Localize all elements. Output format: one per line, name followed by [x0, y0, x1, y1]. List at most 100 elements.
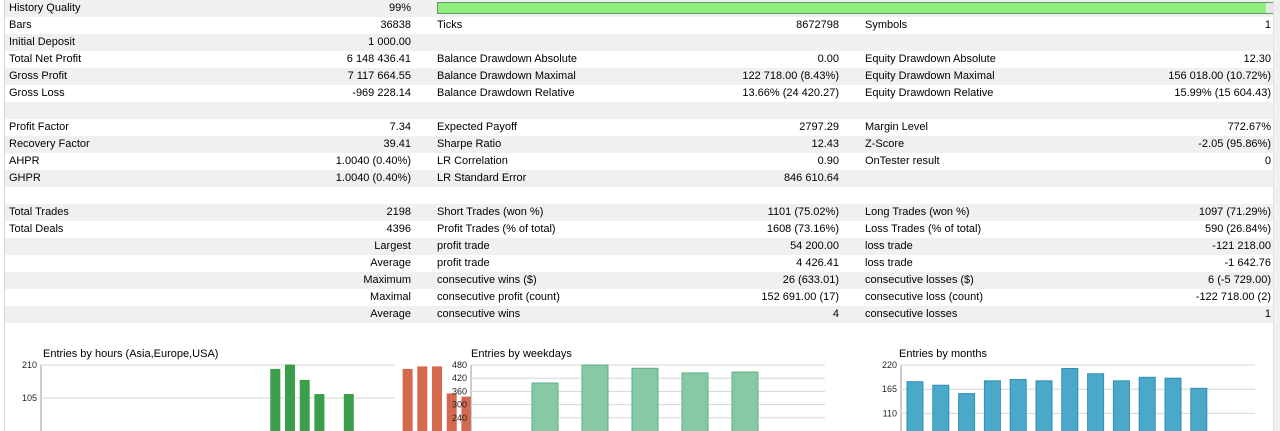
col3-label: consecutive losses — [865, 308, 958, 320]
col3-label: Equity Drawdown Absolute — [865, 53, 996, 65]
col3-value: 1097 (71.29%) — [1198, 206, 1271, 218]
col3-label: Equity Drawdown Relative — [865, 87, 994, 99]
history-quality-bar-fill — [438, 3, 1266, 13]
col1-label — [9, 255, 209, 272]
report-table: History Quality 99% Bars 36838 Ticks 867279… — [4, 0, 1275, 431]
bar — [906, 381, 924, 431]
col3-value: 156 018.00 (10.72%) — [1168, 70, 1271, 82]
stats-row: Total Deals 4396 Profit Trades (% of total… — [5, 221, 1275, 238]
stats-row: Profit Factor 7.34 Expected Payoff 2797.29 M… — [5, 119, 1275, 136]
col3-value: 6 (-5 729.00) — [1208, 274, 1271, 286]
col2-value: 122 718.00 (8.43%) — [742, 70, 839, 82]
col1-label: Recovery Factor — [9, 138, 90, 150]
col3-label: loss trade — [865, 257, 913, 269]
col2-value: 152 691.00 (17) — [761, 291, 839, 303]
chart-title: Entries by months — [899, 348, 988, 360]
col3-label: Equity Drawdown Maximal — [865, 70, 995, 82]
col3-value — [1005, 34, 1271, 51]
chart-plot: 480 420 360 300 240 — [452, 360, 825, 431]
col2-label: consecutive wins ($) — [437, 274, 537, 286]
stats-row: Recovery Factor 39.41 Sharpe Ratio 12.43 Z-S… — [5, 136, 1275, 153]
y-tick-label: 210 — [22, 360, 37, 370]
bar — [1190, 387, 1208, 431]
history-quality-row: History Quality 99% — [5, 0, 1275, 17]
vertical-scrollbar[interactable] — [1273, 0, 1280, 431]
col3-label: consecutive loss (count) — [865, 291, 983, 303]
col1-value: Average — [370, 257, 411, 269]
col1-label: Bars — [9, 19, 32, 31]
col1-value: Maximal — [370, 291, 411, 303]
chart-title: Entries by weekdays — [471, 348, 572, 360]
stats-row: Total Trades 2198 Short Trades (won %) 1101… — [5, 204, 1275, 221]
stats-row: Total Net Profit 6 148 436.41 Balance Draw… — [5, 51, 1275, 68]
col2-label: Short Trades (won %) — [437, 206, 544, 218]
col2-value: 0.00 — [817, 53, 839, 65]
bar — [1164, 377, 1182, 431]
col2-label: Balance Drawdown Absolute — [437, 53, 578, 65]
col2-label: profit trade — [437, 240, 490, 252]
col1-label: Total Deals — [9, 223, 64, 235]
col3-label: Symbols — [865, 19, 908, 31]
history-quality-bar — [437, 2, 1275, 14]
bar — [417, 366, 428, 431]
col2-value: 4 426.41 — [796, 257, 839, 269]
y-tick-label: 220 — [882, 360, 897, 370]
col2-label: Expected Payoff — [437, 121, 517, 133]
col1-label — [9, 289, 209, 306]
bar — [343, 394, 354, 431]
stats-row — [5, 102, 1275, 119]
col1-label: Profit Factor — [9, 121, 69, 133]
col3-value: 15.99% (15 604.43) — [1174, 87, 1271, 99]
col1-value: Maximum — [363, 274, 411, 286]
stats-row: AHPR 1.0040 (0.40%) LR Correlation 0.90 OnTe… — [5, 153, 1275, 170]
col1-label: Gross Profit — [9, 70, 68, 82]
col2-value: 2797.29 — [799, 121, 839, 133]
bar — [299, 379, 310, 431]
col1-value: -969 228.14 — [352, 87, 411, 99]
stats-row: Gross Loss -969 228.14 Balance Drawdown Re… — [5, 85, 1275, 102]
col1-label — [9, 272, 209, 289]
col2-label: Sharpe Ratio — [437, 138, 502, 150]
bar — [1138, 376, 1156, 431]
col1-label: Total Trades — [9, 206, 69, 218]
stats-row — [5, 187, 1275, 204]
col2-value: 4 — [832, 308, 839, 320]
col1-value: 39.41 — [383, 138, 411, 150]
bar — [432, 366, 442, 431]
col3-value: -1 642.76 — [1224, 257, 1271, 269]
bar — [531, 382, 559, 431]
col1-value: Average — [370, 308, 411, 320]
bar — [1009, 379, 1027, 431]
col3-value: 1 — [1264, 19, 1271, 31]
bar — [1061, 368, 1079, 431]
col3-value: -121 218.00 — [1212, 240, 1271, 252]
col2-value: 0.90 — [817, 155, 839, 167]
y-tick-label: 420 — [452, 373, 467, 383]
col3-value — [1005, 187, 1271, 204]
col1-value: 1 000.00 — [368, 36, 411, 48]
col2-label: LR Correlation — [437, 155, 508, 167]
bar — [446, 393, 457, 431]
col3-value: 0 — [1264, 155, 1271, 167]
stats-row: Maximal consecutive profit (count) 152 691… — [5, 289, 1275, 306]
col3-value: 590 (26.84%) — [1204, 223, 1271, 235]
y-tick-label: 240 — [452, 413, 467, 423]
col1-value: 7 117 664.55 — [347, 70, 411, 82]
col1-label: AHPR — [9, 155, 40, 167]
bar — [1035, 380, 1053, 431]
col2-value — [605, 102, 839, 119]
col1-value: 1.0040 (0.40%) — [335, 155, 411, 167]
col1-value: 2198 — [386, 206, 411, 218]
col1-label: GHPR — [9, 172, 41, 184]
col1-value: 4396 — [386, 223, 411, 235]
col1-label: Gross Loss — [9, 87, 65, 99]
stats-row: Bars 36838 Ticks 8672798 Symbols 1 — [5, 17, 1275, 34]
col1-value — [205, 187, 411, 204]
stats-row: Average profit trade 4 426.41 loss trade -1 … — [5, 255, 1275, 272]
y-tick-label: 480 — [452, 360, 467, 370]
stats-row: Largest profit trade 54 200.00 loss trade -1… — [5, 238, 1275, 255]
col2-label: profit trade — [437, 257, 490, 269]
col3-label: OnTester result — [865, 155, 940, 167]
col2-value — [605, 187, 839, 204]
bar — [402, 368, 413, 431]
